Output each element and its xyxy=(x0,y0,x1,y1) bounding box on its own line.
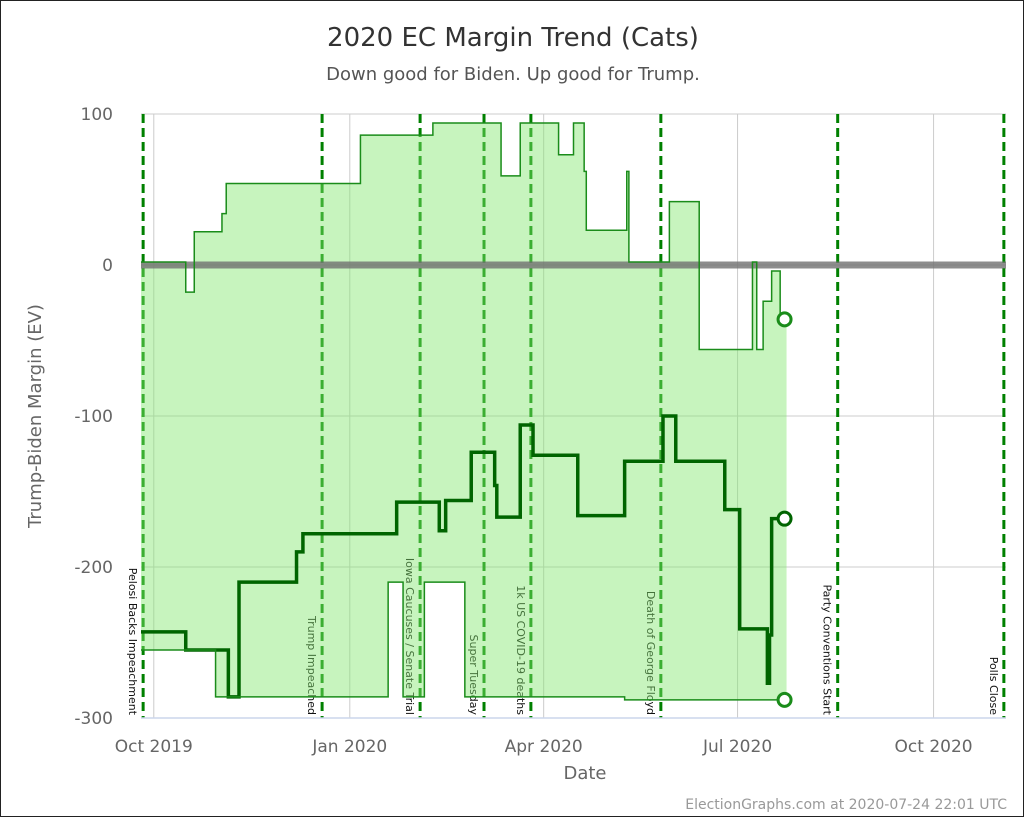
y-tick-label: 0 xyxy=(102,256,113,276)
y-tick-label: -300 xyxy=(74,709,113,729)
x-tick-label: Oct 2019 xyxy=(115,737,193,757)
credits[interactable]: ElectionGraphs.com at 2020-07-24 22:01 U… xyxy=(685,797,1007,813)
chart-title: 2020 EC Margin Trend (Cats) xyxy=(327,23,699,53)
y-tick-label: 100 xyxy=(81,105,113,125)
x-tick-label: Apr 2020 xyxy=(505,737,583,757)
series-endpoint-expected xyxy=(776,510,793,527)
series-endpoint-lower xyxy=(776,691,793,708)
event-label: Polls Close xyxy=(987,657,1000,716)
series-lines xyxy=(141,122,793,708)
event-label: Iowa Caucuses / Senate Trial xyxy=(403,558,416,715)
y-tick-label: -100 xyxy=(74,407,113,427)
event-label: Party Conventions Start xyxy=(821,584,834,715)
series-line-lower xyxy=(141,581,787,701)
series-line-upper xyxy=(141,122,787,351)
y-axis-title: Trump-Biden Margin (EV) xyxy=(25,304,46,529)
chart-subtitle: Down good for Biden. Up good for Trump. xyxy=(326,64,700,85)
event-markers: Pelosi Backs Impeachment Trump Impeached I… xyxy=(126,114,1006,718)
y-tick-label: -200 xyxy=(74,558,113,578)
x-tick-label: Jul 2020 xyxy=(702,737,772,757)
event-label: Trump Impeached xyxy=(305,615,318,715)
x-tick-label: Jan 2020 xyxy=(311,737,387,757)
event-label: Death of George Floyd xyxy=(644,591,657,715)
series-line-expected xyxy=(141,414,787,699)
x-axis-title: Date xyxy=(563,763,606,784)
event-label: 1k US COVID-19 deaths xyxy=(514,585,527,715)
series-endpoint-upper xyxy=(776,311,793,328)
event-label: Pelosi Backs Impeachment xyxy=(126,568,139,716)
event-label: Super Tuesday xyxy=(467,635,480,716)
x-tick-label: Oct 2020 xyxy=(895,737,973,757)
